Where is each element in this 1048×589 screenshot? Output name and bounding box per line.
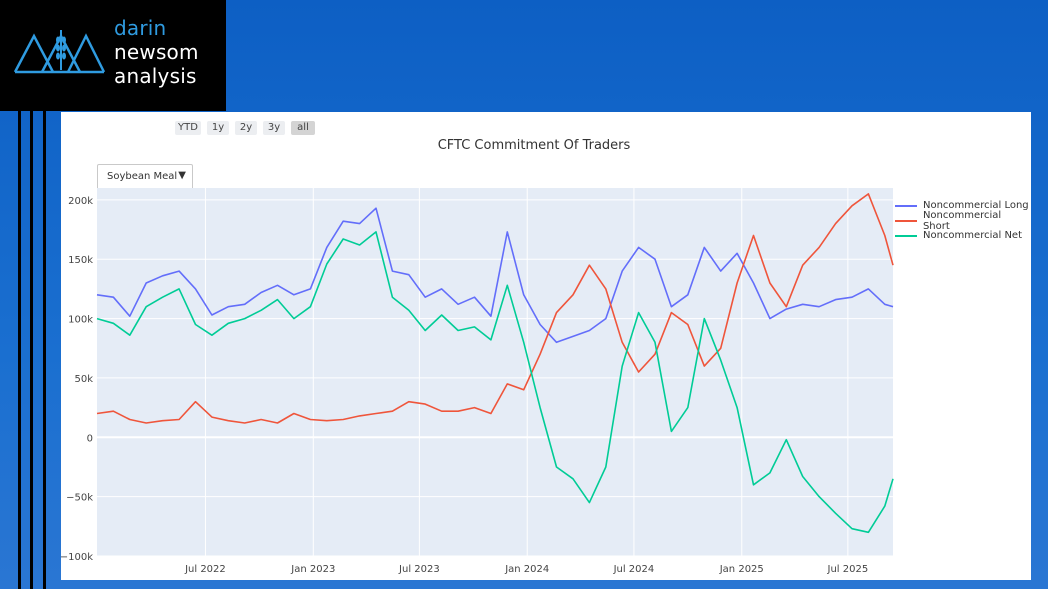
- range-button-3y[interactable]: 3y: [263, 121, 285, 135]
- legend-label-net: Noncommercial Net: [923, 230, 1022, 241]
- left-bar-3: [43, 111, 46, 589]
- x-tick-label: Jan 2025: [719, 564, 764, 575]
- y-tick-label: −100k: [61, 552, 93, 563]
- x-tick-label: Jul 2022: [184, 564, 226, 575]
- series-lines: [96, 193, 894, 534]
- range-button-1y[interactable]: 1y: [207, 121, 229, 135]
- logo-line3: analysis: [114, 64, 197, 88]
- legend-label-short: Noncommercial Short: [922, 209, 1002, 232]
- x-tick-label: Jan 2024: [504, 564, 549, 575]
- x-tick-label: Jul 2023: [398, 564, 440, 575]
- dropdown-arrow-icon: ▼: [178, 170, 186, 181]
- y-tick-label: 200k: [68, 196, 93, 207]
- logo-line1: darin: [114, 16, 167, 40]
- x-tick-label: Jul 2025: [827, 564, 869, 575]
- x-tick-label: Jul 2024: [613, 564, 655, 575]
- legend-item-net[interactable]: Noncommercial Net: [895, 228, 1031, 243]
- series-line-net: [96, 231, 894, 534]
- legend-swatch-long: [895, 204, 917, 207]
- grid-lines: [97, 188, 893, 557]
- range-button-2y[interactable]: 2y: [235, 121, 257, 135]
- plot-area: [97, 188, 893, 556]
- legend-label-long: Noncommercial Long: [923, 200, 1029, 211]
- y-tick-label: −50k: [66, 493, 93, 504]
- legend-swatch-net: [895, 234, 917, 237]
- y-axis-ticks: 200k 150k 100k 50k 0 −50k −100k: [61, 196, 93, 563]
- legend: Noncommercial Long Noncommercial Short N…: [895, 198, 1031, 243]
- logo-wordmark: darin newsom analysis: [114, 16, 199, 88]
- legend-item-short[interactable]: Noncommercial Short: [895, 210, 1031, 232]
- y-tick-label: 0: [87, 433, 93, 444]
- chart-title: CFTC Commitment Of Traders: [437, 138, 631, 153]
- y-tick-label: 150k: [68, 255, 93, 266]
- series-line-long: [96, 207, 894, 344]
- range-button-ytd[interactable]: YTD: [175, 121, 201, 135]
- left-bar-1: [18, 111, 21, 589]
- line-chart: 200k 150k 100k 50k 0 −50k −100k Jul 2022 Jan 20…: [61, 188, 894, 575]
- x-tick-label: Jan 2023: [290, 564, 335, 575]
- logo: darin newsom analysis: [0, 0, 226, 111]
- logo-line2: newsom: [114, 40, 199, 64]
- dropdown-value: Soybean Meal: [107, 171, 178, 182]
- legend-swatch-short: [895, 219, 917, 222]
- y-tick-label: 100k: [68, 315, 93, 326]
- range-button-all[interactable]: all: [291, 121, 315, 135]
- x-axis-ticks: Jul 2022 Jan 2023 Jul 2023 Jan 2024 Jul 2024…: [184, 564, 868, 575]
- series-line-short: [96, 193, 894, 424]
- chart-card: YTD 1y 2y 3y all CFTC Commitment Of Trad…: [61, 112, 1031, 580]
- legend-item-long[interactable]: Noncommercial Long: [895, 198, 1031, 213]
- y-tick-label: 50k: [74, 374, 93, 385]
- left-bar-2: [30, 111, 33, 589]
- logo-mountains-icon: [13, 30, 106, 74]
